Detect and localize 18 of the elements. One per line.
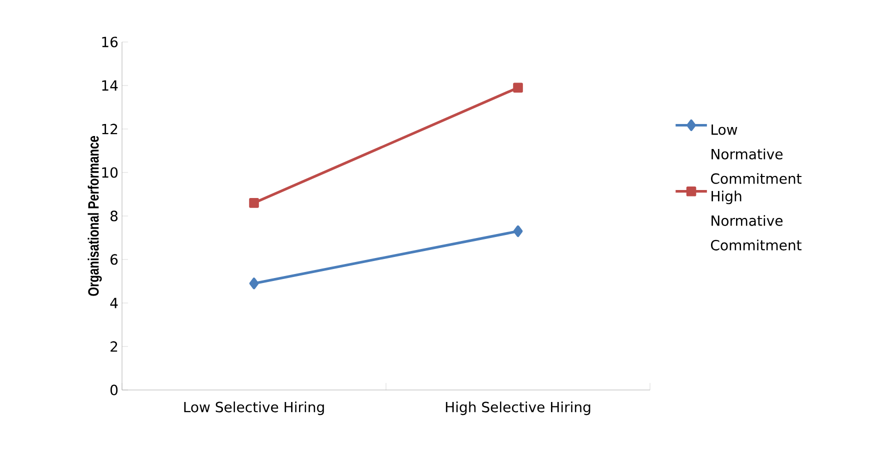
x-tick-label: Low Selective Hiring bbox=[184, 402, 324, 416]
point bbox=[513, 82, 523, 93]
y-tick-label: 2 bbox=[110, 341, 118, 352]
y-tick-label: 6 bbox=[110, 254, 118, 265]
x-tick-label: High Selective Hiring bbox=[446, 402, 590, 416]
legend-label: Low Normative Commitment bbox=[711, 124, 802, 184]
y-tick-label: 8 bbox=[110, 210, 118, 222]
point bbox=[249, 198, 259, 208]
y-tick-label: 14 bbox=[102, 80, 118, 91]
y-tick-label: 16 bbox=[102, 36, 118, 48]
point bbox=[249, 278, 259, 290]
y-tick-label: 4 bbox=[110, 298, 118, 308]
legend-label: High Normative Commitment bbox=[711, 190, 802, 250]
y-tick-label: 10 bbox=[102, 167, 118, 178]
y-axis-title: Organisational Performance bbox=[88, 136, 102, 296]
point bbox=[513, 225, 523, 238]
y-tick-label: 12 bbox=[102, 124, 118, 134]
y-tick-label: 0 bbox=[110, 384, 118, 396]
